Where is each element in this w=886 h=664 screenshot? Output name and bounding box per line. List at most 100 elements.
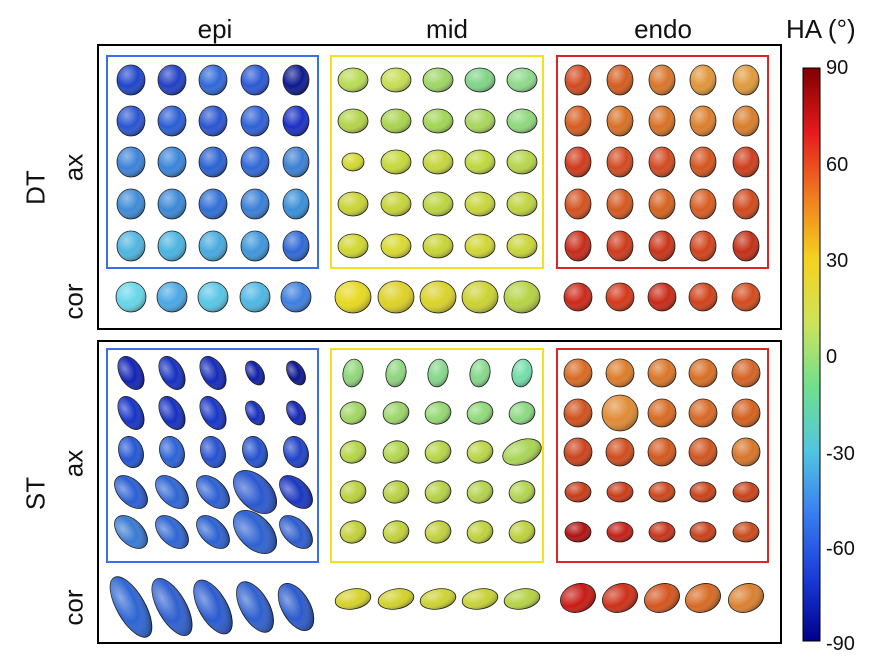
st-mid-glyph-2-4 [502, 438, 542, 466]
dt-endo-glyph-1-4 [732, 105, 760, 137]
st-endo-cor-glyph-3 [685, 583, 721, 613]
column-label-epi: epi [197, 14, 233, 44]
dt-epi-cor-glyph-0 [115, 281, 147, 313]
dt-epi-cor-glyph-4 [280, 281, 312, 313]
st-mid-glyph-3-0 [339, 480, 367, 504]
st-endo-glyph-2-0 [563, 437, 593, 467]
st-epi-glyph-1-4 [286, 400, 306, 426]
dt-mid-cor-glyph-4 [503, 280, 541, 314]
st-mid-glyph-0-4 [511, 358, 533, 388]
st-mid-glyph-2-1 [382, 440, 410, 464]
st-endo-glyph-1-0 [563, 398, 593, 428]
dt-mid-glyph-0-0 [337, 67, 369, 93]
dt-endo-glyph-0-3 [689, 64, 717, 96]
dt-epi-glyph-3-0 [116, 188, 146, 220]
panel-st [97, 340, 782, 644]
dt-endo-glyph-1-2 [648, 105, 676, 137]
dt-mid-glyph-4-1 [380, 233, 412, 259]
st-mid-glyph-0-2 [427, 358, 449, 388]
tensor-glyphs [109, 64, 764, 638]
st-mid-glyph-0-0 [342, 358, 364, 388]
st-epi-glyph-4-3 [233, 510, 277, 554]
dt-endo-glyph-2-0 [564, 146, 592, 178]
group-dt-endo [556, 55, 769, 269]
dt-endo-cor-glyph-4 [731, 282, 761, 312]
st-endo-glyph-0-2 [647, 358, 677, 388]
dt-endo-glyph-3-2 [648, 188, 676, 220]
st-endo-glyph-4-2 [648, 521, 676, 543]
group-st-endo [556, 348, 769, 563]
dt-epi-glyph-3-4 [282, 188, 310, 220]
st-endo-cor-glyph-2 [644, 583, 680, 613]
group-st-mid [330, 348, 544, 563]
st-endo-glyph-0-0 [563, 358, 593, 388]
st-epi-glyph-1-2 [199, 396, 227, 430]
dt-epi-glyph-2-4 [282, 146, 310, 178]
st-endo-glyph-1-4 [731, 398, 761, 428]
st-endo-glyph-0-4 [731, 358, 761, 388]
st-mid-glyph-4-2 [424, 520, 452, 544]
dt-epi-glyph-1-0 [116, 105, 146, 137]
st-mid-cor-glyph-1 [377, 588, 415, 610]
dt-mid-glyph-3-1 [380, 191, 412, 217]
colorbar-tick-neg90: -90 [826, 633, 855, 655]
dt-epi-glyph-2-3 [240, 146, 270, 178]
colorbar-tick-0: 0 [826, 346, 838, 368]
st-endo-glyph-3-3 [689, 481, 717, 503]
st-epi-glyph-3-1 [155, 475, 189, 509]
st-endo-glyph-3-4 [732, 481, 760, 503]
dt-endo-glyph-3-1 [606, 188, 634, 220]
st-epi-glyph-2-4 [283, 436, 309, 468]
st-epi-cor-glyph-3 [236, 581, 274, 633]
st-epi-glyph-0-4 [286, 360, 306, 386]
dt-endo-glyph-3-0 [564, 188, 592, 220]
st-mid-glyph-2-0 [339, 440, 367, 464]
st-mid-glyph-1-1 [382, 401, 410, 425]
dt-mid-glyph-2-2 [422, 149, 454, 175]
dt-mid-glyph-3-2 [422, 191, 454, 217]
dt-mid-glyph-1-0 [337, 108, 369, 134]
dt-epi-glyph-4-1 [157, 230, 187, 262]
st-mid-glyph-0-3 [469, 358, 491, 388]
dt-epi-glyph-1-1 [157, 105, 187, 137]
dt-epi-glyph-2-2 [198, 146, 228, 178]
dt-mid-glyph-4-0 [337, 233, 369, 259]
dt-mid-cor-glyph-2 [419, 280, 457, 314]
st-mid-glyph-1-4 [508, 401, 536, 425]
dt-mid-glyph-3-0 [337, 191, 369, 217]
st-endo-glyph-2-1 [605, 437, 635, 467]
st-mid-glyph-2-3 [466, 440, 494, 464]
st-epi-cor-glyph-4 [277, 583, 315, 631]
dt-epi-glyph-2-1 [157, 146, 187, 178]
dt-endo-glyph-4-3 [689, 230, 717, 262]
dt-endo-glyph-4-0 [564, 230, 592, 262]
st-mid-glyph-1-3 [466, 401, 494, 425]
dt-endo-glyph-1-3 [689, 105, 717, 137]
group-dt-epi [106, 55, 319, 269]
dt-endo-glyph-4-4 [732, 230, 760, 262]
colorbar-tick-60: 60 [826, 154, 849, 176]
group-dt-mid [330, 55, 544, 269]
dt-endo-cor-glyph-3 [688, 282, 718, 312]
st-mid-glyph-1-2 [424, 401, 452, 425]
dt-endo-glyph-3-4 [732, 188, 760, 220]
dt-epi-glyph-4-2 [198, 230, 228, 262]
dt-epi-glyph-1-2 [198, 105, 228, 137]
colorbar-tick-neg30: -30 [826, 443, 855, 465]
dt-epi-glyph-0-3 [240, 64, 270, 96]
dt-mid-cor-glyph-0 [334, 280, 372, 314]
dt-mid-glyph-4-2 [422, 233, 454, 259]
dt-endo-glyph-2-3 [689, 146, 717, 178]
dt-mid-glyph-2-1 [380, 149, 412, 175]
colorbar-tick-90: 90 [826, 57, 849, 79]
st-endo-glyph-4-1 [606, 521, 634, 543]
column-label-mid: mid [426, 14, 468, 44]
st-mid-glyph-3-2 [424, 480, 452, 504]
st-endo-glyph-1-2 [647, 398, 677, 428]
dt-epi-glyph-4-0 [116, 230, 146, 262]
dt-mid-glyph-0-2 [422, 67, 454, 93]
st-epi-glyph-4-2 [196, 515, 230, 549]
st-epi-glyph-0-2 [199, 356, 227, 390]
st-epi-glyph-1-1 [158, 396, 186, 430]
st-endo-glyph-4-0 [564, 521, 592, 543]
